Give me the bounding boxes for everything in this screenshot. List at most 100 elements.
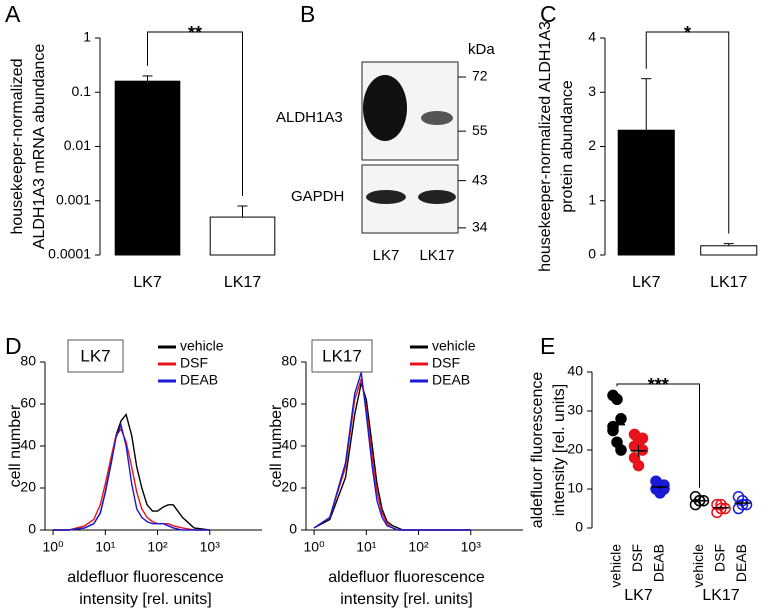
y-tick-label: 0.001 (56, 191, 91, 207)
lane-label: LK17 (419, 247, 454, 264)
y-tick-label: 0 (588, 246, 596, 262)
legend-label: DSF (180, 355, 208, 371)
y-axis-label: housekeeper-normalized ALDH1A3 (537, 21, 554, 272)
title-box (67, 339, 124, 373)
y-tick-label: 20 (20, 479, 36, 495)
significance: ** (188, 23, 202, 43)
y-tick-label: 4 (588, 29, 596, 45)
band-label: GAPDH (291, 188, 344, 205)
data-point (615, 444, 627, 456)
y-tick-label: 1 (588, 191, 596, 207)
legend-label: DEAB (432, 372, 470, 388)
y-tick-label: 80 (281, 353, 297, 369)
x-tick-label: 10² (408, 539, 429, 555)
y-tick-label: 0 (575, 519, 583, 535)
data-point (611, 393, 623, 406)
data-point (615, 413, 627, 425)
data-point (632, 459, 645, 472)
y-tick-label: 20 (567, 441, 583, 457)
x-tick-label: LK7 (133, 274, 162, 291)
histogram-line (313, 372, 471, 531)
panel-letter: D (5, 333, 22, 359)
y-tick-label: 0.1 (72, 83, 92, 99)
y-axis-label: protein abundance (559, 80, 576, 213)
y-tick-label: 40 (281, 437, 297, 453)
panel-letter: C (540, 1, 557, 27)
histogram-line (53, 412, 210, 531)
y-axis-label: housekeeper-normalized (9, 58, 26, 234)
x-tick-label: DSF (629, 544, 645, 572)
y-axis-label: cell number (7, 404, 24, 487)
histogram-line (313, 382, 471, 531)
x-axis-label: intensity [rel. units] (340, 591, 473, 608)
y-tick-label: 80 (20, 353, 36, 369)
data-point (715, 502, 727, 515)
western-blot (361, 61, 459, 234)
x-tick-label: vehicle (608, 544, 624, 588)
group-label: LK17 (702, 587, 739, 604)
data-point (689, 498, 702, 511)
title-box (311, 339, 373, 373)
y-tick-label: 2 (588, 137, 596, 153)
y-tick-label: 0.01 (64, 137, 91, 153)
group-label: LK7 (624, 587, 653, 604)
histogram-line (313, 378, 471, 531)
y-tick-label: 40 (567, 363, 583, 379)
ladder-label: 72 (472, 68, 488, 84)
band (363, 75, 407, 141)
x-tick-label: DEAB (733, 544, 749, 582)
chart-title: LK7 (80, 346, 110, 365)
significance: * (684, 23, 691, 43)
significance: *** (648, 375, 669, 395)
histogram-line (53, 422, 210, 531)
x-tick-label: 10² (147, 539, 168, 555)
bar (700, 245, 758, 256)
y-tick-label: 40 (20, 437, 36, 453)
panel-letter: B (300, 1, 315, 27)
significance-bracket (645, 31, 730, 234)
y-tick-label: 0 (28, 521, 36, 537)
x-tick-label: 10⁰ (303, 539, 325, 555)
chart-title: LK17 (322, 346, 362, 365)
y-tick-label: 30 (567, 402, 583, 418)
lane-label: LK7 (373, 247, 400, 264)
x-axis-label: aldefluor fluorescence (67, 569, 224, 586)
legend-label: vehicle (432, 338, 476, 354)
band (418, 190, 456, 204)
panel-letter: E (540, 333, 555, 359)
y-axis-label: ALDH1A3 mRNA abundance (31, 44, 48, 250)
data-point (636, 432, 649, 445)
panel-letter: A (5, 1, 21, 27)
x-tick-label: DEAB (651, 544, 667, 582)
x-tick-label: 10⁰ (42, 539, 64, 555)
y-tick-label: 0 (289, 521, 297, 537)
x-tick-label: DSF (712, 544, 728, 572)
legend-label: vehicle (180, 338, 224, 354)
significance-bracket (147, 31, 243, 197)
y-tick-label: 1 (83, 29, 91, 45)
x-tick-label: LK17 (710, 274, 747, 291)
x-tick-label: vehicle (690, 544, 706, 588)
histogram-line (53, 427, 210, 531)
ladder-label: 55 (472, 122, 488, 138)
y-tick-label: 60 (20, 395, 36, 411)
x-tick-label: 10¹ (356, 539, 377, 555)
bar (114, 80, 181, 256)
bar (209, 216, 276, 256)
x-axis-label: aldefluor fluorescence (328, 569, 485, 586)
ladder-label: 34 (472, 219, 488, 235)
y-tick-label: 3 (588, 83, 596, 99)
legend-label: DEAB (180, 372, 218, 388)
bar (617, 129, 675, 256)
band-label: ALDH1A3 (276, 109, 343, 126)
unit-label: kDa (468, 41, 495, 58)
data-point (736, 498, 749, 511)
y-axis-label: intensity [rel. units] (551, 384, 568, 517)
x-tick-label: LK7 (632, 274, 661, 291)
y-tick-label: 10 (567, 480, 583, 496)
y-axis-label: aldefluor fluorescence (529, 372, 546, 529)
y-axis-label: cell number (268, 404, 285, 487)
x-axis-label: intensity [rel. units] (79, 591, 212, 608)
y-tick-label: 20 (281, 479, 297, 495)
